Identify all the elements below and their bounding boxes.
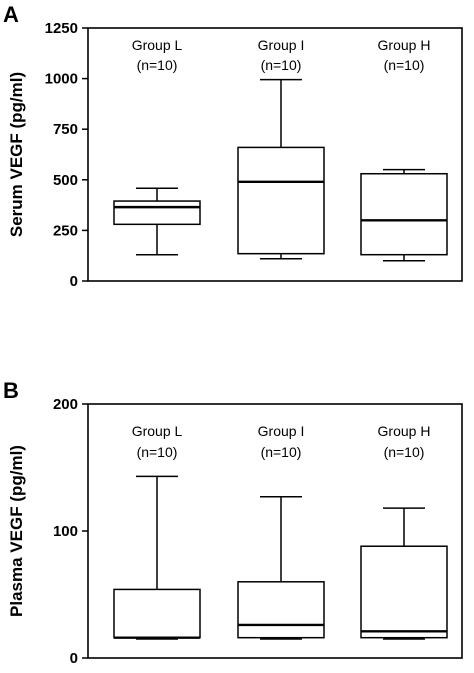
box-group: Group H (n=10): [360, 423, 448, 640]
plot-frame: [87, 27, 463, 282]
y-tick-label: 0: [70, 650, 78, 667]
box-iqr: [360, 545, 448, 639]
y-tick-label: 0: [70, 273, 78, 290]
group-name-label: Group H: [378, 37, 431, 53]
box-group: Group I (n=10): [237, 423, 325, 640]
panel-letter: A: [3, 2, 19, 27]
box-iqr: [113, 588, 201, 639]
y-axis-label: Serum VEGF (pg/ml): [7, 72, 26, 237]
group-n-label: (n=10): [261, 444, 302, 460]
panel-letter: B: [3, 378, 19, 403]
group-name-label: Group H: [378, 423, 431, 439]
panel-b: B Plasma VEGF (pg/ml) 0 100 200 Group L (n=10)…: [3, 378, 463, 667]
group-n-label: (n=10): [384, 444, 425, 460]
y-tick-label: 500: [53, 172, 78, 189]
y-tick-label: 100: [53, 523, 78, 540]
y-tick-label: 200: [53, 396, 78, 413]
group-n-label: (n=10): [384, 57, 425, 73]
group-name-label: Group L: [132, 423, 183, 439]
group-n-label: (n=10): [261, 57, 302, 73]
box-group: Group I (n=10): [237, 37, 325, 260]
y-tick-label: 1250: [45, 20, 78, 37]
box-group: Group L (n=10): [113, 37, 201, 256]
box-group: Group L (n=10): [113, 423, 201, 640]
box-iqr: [113, 200, 201, 226]
group-name-label: Group I: [258, 423, 305, 439]
group-n-label: (n=10): [137, 57, 178, 73]
group-name-label: Group L: [132, 37, 183, 53]
group-n-label: (n=10): [137, 444, 178, 460]
y-tick-label: 250: [53, 222, 78, 239]
y-axis-label: Plasma VEGF (pg/ml): [7, 445, 26, 617]
group-name-label: Group I: [258, 37, 305, 53]
box-iqr: [360, 172, 448, 256]
y-tick-label: 1000: [45, 71, 78, 88]
panel-a: A Serum VEGF (pg/ml) 0 250 500 750 1000 1250 Gro…: [3, 2, 463, 290]
y-tick-label: 750: [53, 121, 78, 138]
box-group: Group H (n=10): [360, 37, 448, 262]
box-iqr: [237, 581, 325, 639]
box-iqr: [237, 146, 325, 255]
